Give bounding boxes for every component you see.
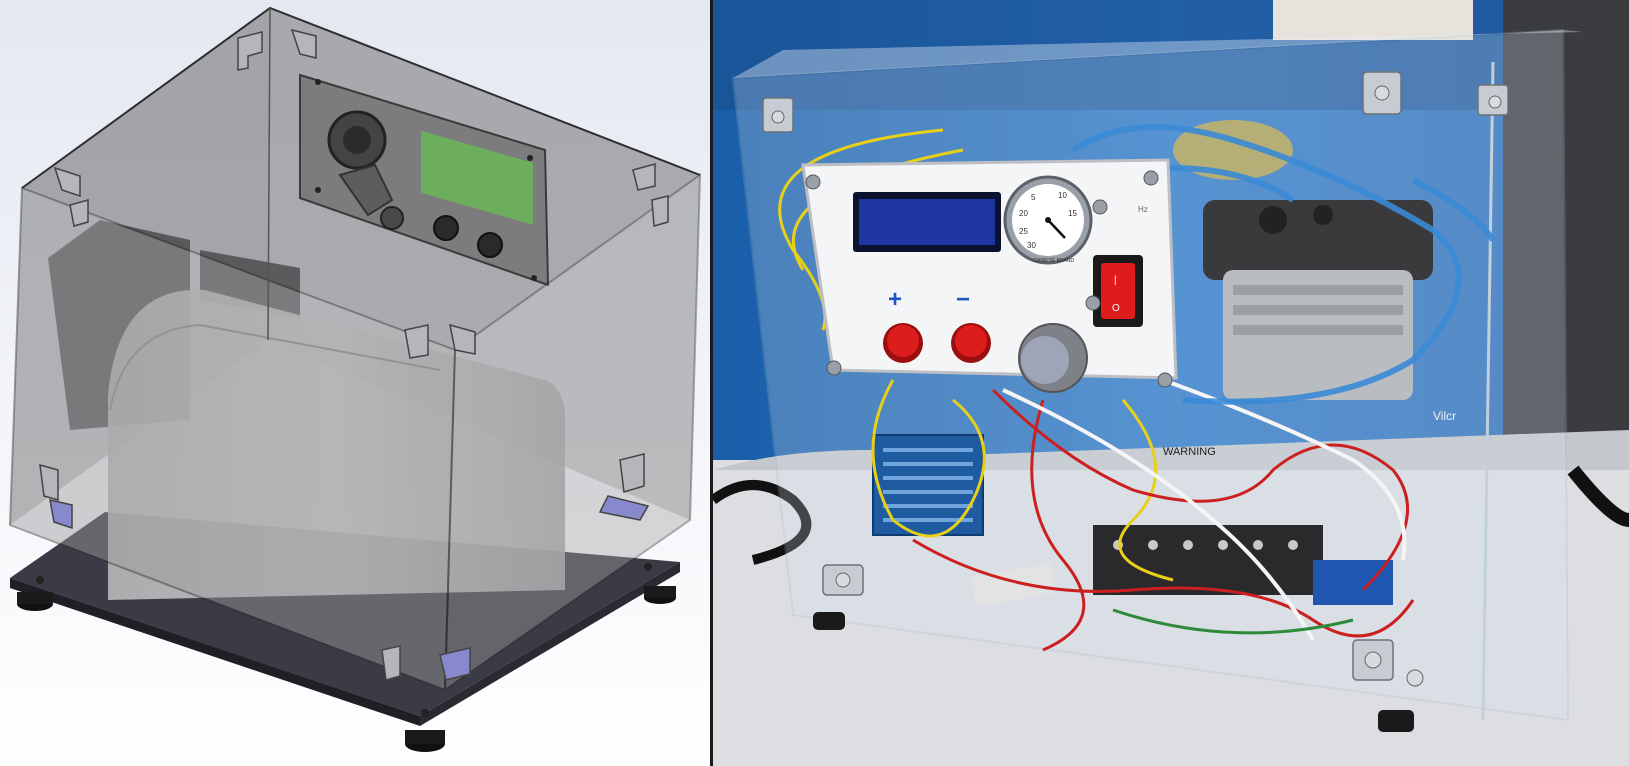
breakout-pins — [883, 448, 973, 522]
cad-knob-1 — [433, 215, 459, 241]
prototype-photo-panel: WARNING Vilcr 5 10 15 20 25 30 CHINESE B — [713, 0, 1629, 766]
prototype-photo: WARNING Vilcr 5 10 15 20 25 30 CHINESE B — [713, 0, 1629, 766]
photo-foot-right — [1378, 710, 1414, 732]
equipment-brand-label: Vilcr — [1433, 409, 1456, 423]
gauge-tick-30: 30 — [1027, 241, 1036, 250]
cad-lcd-screen — [421, 130, 533, 225]
compressor — [1173, 120, 1433, 400]
photo-foot-left — [813, 612, 845, 630]
power-cable — [713, 480, 812, 565]
front-panel: 5 10 15 20 25 30 CHINESE BRAND Hz | O + … — [801, 158, 1178, 393]
hz-label: Hz — [1138, 205, 1148, 214]
gauge-tick-15: 15 — [1068, 209, 1077, 218]
bench-items — [1273, 0, 1473, 40]
plus-label: + — [888, 286, 902, 313]
cad-valve — [338, 163, 394, 217]
cad-render-panel — [0, 0, 710, 766]
dark-equipment-right — [1503, 0, 1629, 470]
switch-on-mark: | — [1114, 275, 1117, 286]
enclosure-right-wall — [443, 173, 702, 692]
gauge-tick-20: 20 — [1019, 209, 1028, 218]
lcd-screen — [859, 199, 995, 245]
panel-divider — [710, 0, 713, 766]
cad-render — [0, 0, 710, 766]
cad-brackets — [39, 28, 669, 681]
gauge-brand: CHINESE BRAND — [1033, 258, 1075, 264]
blue-relay — [1313, 560, 1393, 605]
minus-label: − — [956, 286, 970, 313]
enclosure-front-wall — [8, 186, 457, 692]
cad-knob-2 — [477, 232, 503, 258]
gauge-tick-25: 25 — [1019, 227, 1028, 236]
compressor-body — [108, 289, 565, 600]
gauge-tick-5: 5 — [1031, 193, 1036, 202]
gauge-needle — [1047, 219, 1066, 239]
gauge-tick-10: 10 — [1058, 191, 1067, 200]
terminal-block — [1093, 525, 1323, 595]
warning-label: WARNING — [1163, 446, 1216, 458]
cad-control-panel — [299, 73, 550, 287]
switch-off-mark: O — [1112, 303, 1120, 314]
